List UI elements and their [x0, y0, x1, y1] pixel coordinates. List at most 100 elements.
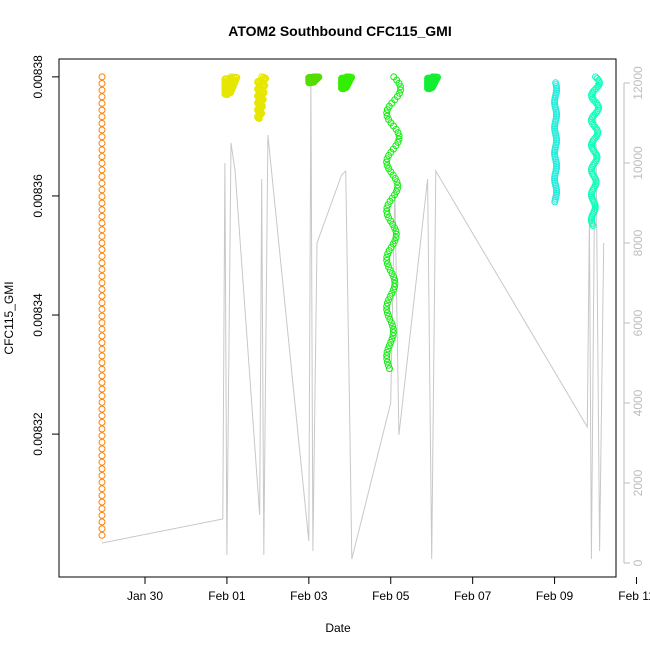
x-tick-label-5: Feb 07 — [454, 589, 492, 603]
series-1-point — [98, 472, 106, 479]
altitude-line — [101, 82, 605, 560]
series-1-point — [98, 219, 106, 227]
series-1-point — [98, 113, 106, 121]
series-1-point — [98, 325, 106, 333]
y2-tick-label-5: 8000 — [631, 229, 645, 256]
x-axis: Jan 30 Feb 01 Feb 03 Feb 05 Feb 07 Feb 09 Feb … — [127, 577, 650, 603]
series-1-point — [98, 286, 106, 293]
series-8 — [551, 79, 561, 206]
series-6-point — [387, 319, 395, 327]
series-1-point — [98, 93, 106, 101]
series-6-point — [391, 276, 399, 284]
y-tick-label-1: 0.00832 — [31, 412, 45, 456]
series-1-point — [98, 259, 106, 267]
series-6-point — [387, 338, 395, 346]
series-1-point — [98, 186, 106, 194]
series-1-point — [98, 505, 106, 513]
series-6-point — [383, 358, 391, 366]
series-1-point — [98, 252, 106, 260]
y2-tick-label-7: 12000 — [631, 66, 645, 100]
series-6-point — [383, 158, 391, 166]
series-6-point — [394, 184, 401, 192]
series-1-point — [98, 359, 106, 367]
series-1-point — [98, 319, 106, 327]
series-6-point — [392, 234, 400, 241]
series-1-point — [98, 392, 106, 400]
series-1-point — [98, 432, 106, 440]
series-6-point — [395, 132, 403, 140]
series-1-point — [98, 412, 106, 420]
series-6-point — [383, 256, 391, 264]
series-6-point — [391, 283, 398, 291]
series-7 — [424, 73, 441, 93]
series-1-point — [98, 279, 106, 287]
series-6-point — [385, 247, 393, 255]
series-6-point — [394, 181, 402, 189]
series-1-point — [98, 365, 106, 373]
y-axis: 0.00832 0.00834 0.00836 0.00838 — [31, 55, 59, 456]
series-4-point — [307, 79, 315, 87]
series-6-point — [392, 230, 400, 238]
series-1-point — [98, 445, 106, 453]
series-6-point — [383, 260, 391, 268]
series-6-point — [383, 161, 391, 169]
series-6-point — [392, 227, 400, 235]
series-2 — [221, 73, 241, 99]
series-9-point — [593, 100, 601, 108]
series-6-point — [388, 270, 396, 277]
series-1-point — [98, 226, 106, 234]
series-6-point — [385, 312, 392, 320]
series-4 — [305, 73, 323, 87]
points-layer — [98, 73, 603, 539]
series-6-point — [383, 204, 391, 212]
series-6-point — [385, 296, 393, 304]
series-6-point — [388, 335, 396, 343]
x-tick-label-1: Jan 30 — [127, 589, 163, 603]
series-1-point — [98, 106, 106, 114]
series-1-point — [98, 332, 106, 340]
series-1-point — [98, 272, 106, 280]
series-8-point — [551, 198, 559, 206]
series-6-point — [383, 302, 391, 310]
series-1-point — [98, 206, 106, 214]
series-1-point — [98, 372, 106, 380]
series-1-point — [98, 166, 106, 174]
y2-tick-label-1: 0 — [631, 559, 645, 566]
series-6-point — [383, 109, 391, 117]
series-1-point — [98, 86, 106, 94]
y-tick-label-4: 0.00838 — [31, 55, 45, 99]
series-1-point — [98, 312, 106, 320]
series-6-point — [395, 79, 403, 87]
series-6-point — [385, 152, 393, 159]
series-7-point — [426, 85, 434, 93]
series-6-point — [389, 332, 397, 340]
series-1-point — [98, 492, 106, 499]
series-1-point — [98, 212, 106, 220]
series-1-point — [98, 73, 106, 81]
series-1-point — [98, 232, 106, 240]
series-1-point — [98, 99, 106, 107]
series-1 — [98, 73, 106, 539]
series-6-point — [389, 329, 397, 337]
series-1-point — [98, 146, 106, 154]
series-1-point — [98, 405, 106, 413]
series-6-point — [389, 322, 397, 330]
series-1-point — [98, 193, 106, 200]
series-1-point — [98, 518, 106, 526]
x-tick-label-3: Feb 03 — [290, 589, 328, 603]
y2-tick-label-4: 6000 — [631, 309, 645, 336]
series-3-point — [255, 115, 263, 122]
x-tick-label-7: Feb 11 — [618, 589, 650, 603]
series-1-point — [98, 425, 106, 433]
plot-frame — [58, 58, 617, 578]
series-1-point — [98, 339, 106, 347]
series-6-point — [384, 201, 392, 209]
series-6-point — [389, 286, 397, 294]
series-1-point — [98, 299, 106, 307]
series-6-point — [383, 299, 391, 307]
series-1-point — [98, 305, 106, 313]
series-1-point — [98, 139, 106, 147]
series-1-point — [98, 398, 106, 406]
x-tick-label-2: Feb 01 — [208, 589, 246, 603]
